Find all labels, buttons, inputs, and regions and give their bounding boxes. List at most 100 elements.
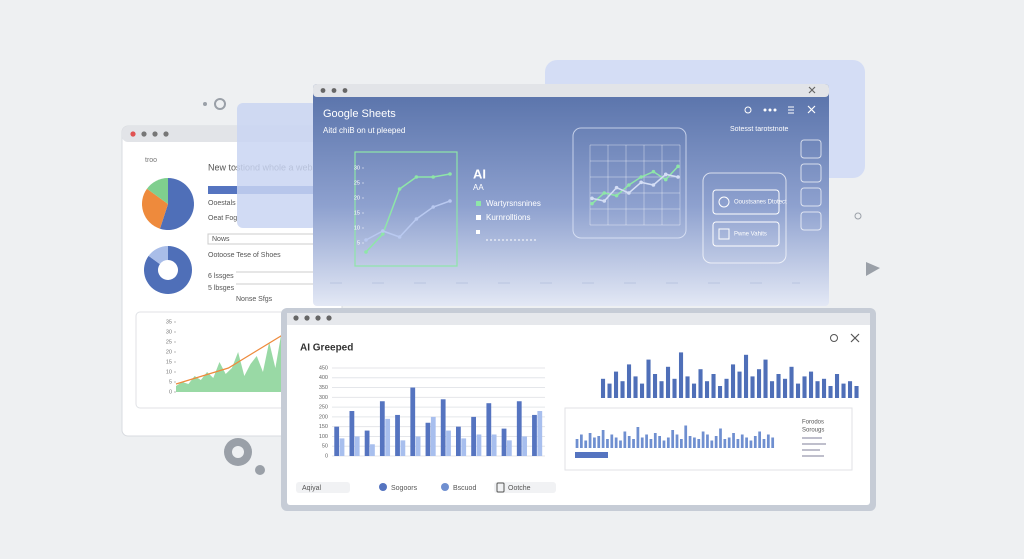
bar — [710, 440, 714, 448]
bar — [671, 430, 675, 448]
row: Nows — [212, 236, 230, 243]
bar — [425, 422, 431, 456]
bar — [364, 430, 370, 456]
y-tick-label: 100 — [319, 434, 328, 440]
bar — [584, 440, 588, 448]
bar — [349, 411, 355, 456]
line — [365, 173, 451, 253]
bar — [736, 439, 740, 448]
point — [614, 185, 619, 190]
bar — [704, 381, 710, 398]
bar — [753, 436, 757, 448]
bar — [758, 431, 761, 448]
bar — [601, 430, 605, 448]
bar — [680, 439, 683, 448]
slice — [159, 178, 195, 230]
bar — [607, 383, 612, 398]
bar — [440, 399, 446, 456]
bar — [610, 434, 614, 448]
bar — [802, 376, 807, 398]
point — [364, 238, 368, 242]
bar — [633, 376, 638, 398]
title: AI Greeped — [300, 343, 353, 354]
point — [602, 199, 607, 203]
point — [639, 175, 643, 179]
bar — [506, 440, 512, 456]
y-tick-label: 35 — [166, 319, 172, 325]
overlay — [237, 103, 317, 228]
bar — [688, 436, 692, 448]
bar — [645, 434, 648, 448]
y-tick-label: 0 — [325, 453, 328, 459]
bar — [719, 428, 722, 448]
bar — [762, 439, 766, 448]
caption: Nonse Sfgs — [236, 296, 273, 303]
bar — [854, 386, 859, 398]
y-tick-label: 25 — [354, 180, 360, 186]
deco — [214, 98, 226, 110]
point — [431, 205, 436, 209]
y-tick-label: 250 — [319, 405, 328, 411]
bar — [455, 426, 461, 456]
bar — [749, 440, 753, 448]
tab[interactable]: Aqiyal — [302, 485, 322, 492]
bar — [701, 431, 705, 448]
bar — [665, 366, 671, 398]
point — [651, 169, 656, 174]
bar — [537, 411, 543, 456]
bar — [580, 434, 583, 448]
bar — [691, 383, 697, 398]
line — [591, 165, 679, 205]
tab[interactable]: Bscuod — [453, 485, 476, 492]
tab[interactable]: Sogoors — [391, 485, 418, 492]
bar — [619, 440, 622, 448]
point — [676, 175, 680, 179]
point — [602, 191, 607, 195]
bar — [471, 416, 477, 456]
bar — [821, 378, 827, 398]
bar — [698, 369, 703, 398]
heading: AI — [473, 166, 486, 181]
bar — [623, 431, 627, 448]
bar — [620, 381, 625, 398]
bar — [776, 374, 781, 398]
bar — [658, 436, 661, 448]
bar — [697, 439, 701, 448]
row: Ooestals — [208, 200, 236, 207]
bar — [626, 364, 632, 398]
bar — [737, 371, 742, 398]
bar — [627, 436, 631, 448]
item: 5 lbsges — [208, 285, 235, 292]
bar — [834, 374, 840, 398]
y-tick-label: 5 — [357, 240, 360, 246]
bar — [395, 414, 400, 456]
slice — [148, 246, 168, 265]
bar — [724, 378, 729, 398]
subtitle: Aitd chiB on ut pleeped — [323, 126, 405, 135]
bar — [646, 359, 651, 398]
bar — [769, 381, 775, 398]
legend: Wartyrsnsnines — [486, 199, 541, 208]
bar — [730, 364, 736, 398]
bar — [678, 352, 684, 398]
bar — [606, 439, 609, 448]
bar — [649, 439, 653, 448]
bar — [339, 438, 345, 456]
bar — [354, 436, 360, 456]
bar — [446, 430, 451, 456]
row: Oeat Fog — [208, 215, 237, 222]
bar — [491, 434, 497, 456]
bar — [334, 426, 340, 456]
menu: troo — [145, 157, 157, 164]
point — [663, 177, 668, 182]
point — [676, 164, 680, 169]
point — [590, 196, 594, 201]
tab[interactable]: Ootche — [508, 485, 531, 492]
point — [627, 191, 631, 195]
bar — [756, 369, 762, 398]
y-tick-label: 5 — [169, 379, 172, 385]
bar — [732, 433, 735, 448]
middle-window: Google Sheets Aitd chiB on ut pleeped AI… — [313, 84, 829, 306]
slice — [144, 246, 192, 294]
point — [381, 229, 385, 233]
